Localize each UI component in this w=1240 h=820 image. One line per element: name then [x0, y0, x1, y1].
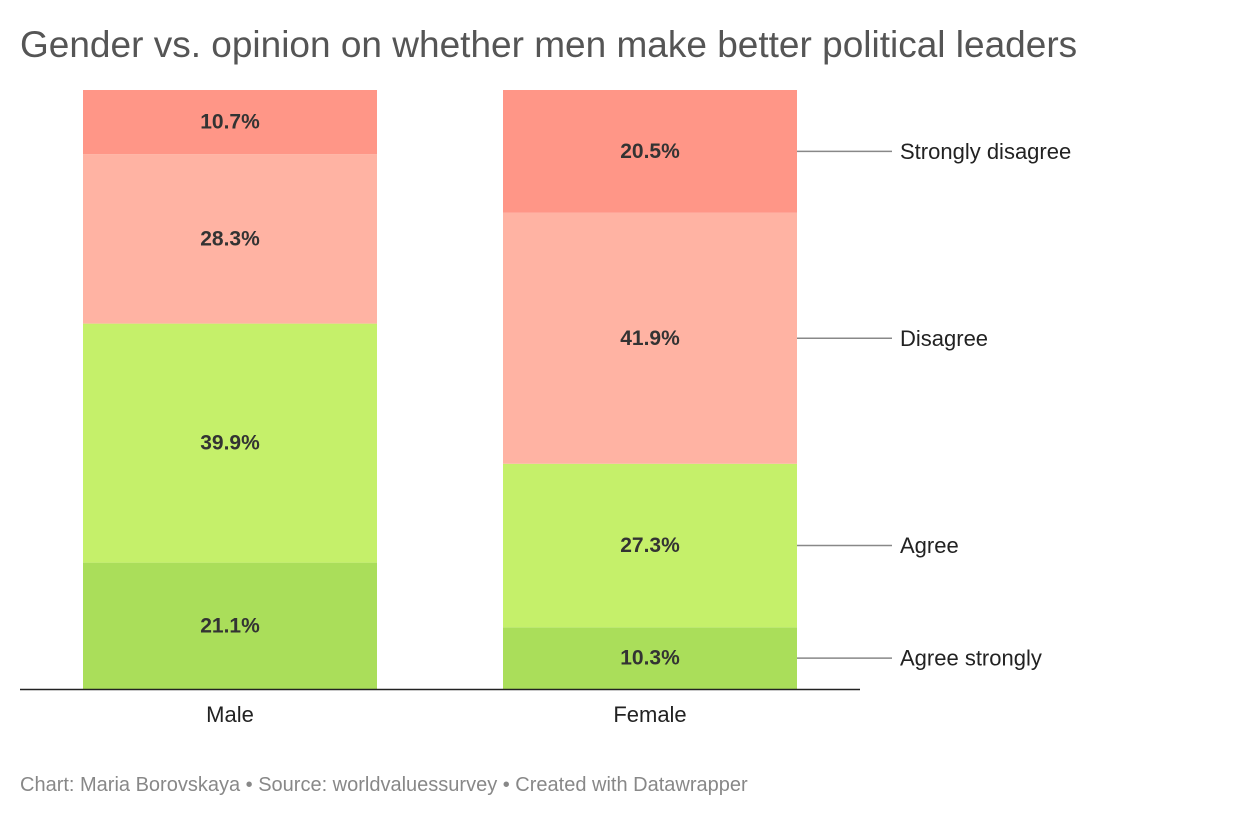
bar-female-agree — [503, 463, 797, 628]
data-label-male-disagree: 28.3% — [200, 227, 260, 250]
x-tick-label-male: Male — [206, 702, 254, 727]
legend-label-agree: Agree — [900, 533, 959, 558]
legend-label-disagree: Disagree — [900, 326, 988, 351]
bar-female-agree-strongly — [503, 627, 797, 689]
bar-male-agree — [83, 323, 377, 563]
data-label-female-disagree: 41.9% — [620, 327, 680, 350]
chart-title: Gender vs. opinion on whether men make b… — [20, 24, 1078, 65]
bar-male-strongly-disagree — [83, 90, 377, 155]
bar-female-disagree — [503, 212, 797, 464]
data-label-male-strongly-disagree: 10.7% — [200, 111, 260, 134]
legend-label-agree-strongly: Agree strongly — [900, 646, 1042, 671]
data-label-male-agree: 39.9% — [200, 432, 260, 455]
chart-credit: Chart: Maria Borovskaya • Source: worldv… — [20, 774, 748, 796]
data-label-female-agree-strongly: 10.3% — [620, 647, 680, 670]
bar-female-strongly-disagree — [503, 90, 797, 213]
x-tick-label-female: Female — [613, 702, 686, 727]
stacked-bar-chart: 21.1% 39.9% 28.3% 10.7% 10.3% 27.3% 41.9% 20.5%… — [20, 90, 1071, 727]
data-label-female-agree: 27.3% — [620, 534, 680, 557]
data-label-female-strongly-disagree: 20.5% — [620, 140, 680, 163]
bar-male-disagree — [83, 154, 377, 324]
legend-label-strongly-disagree: Strongly disagree — [900, 139, 1071, 164]
bar-male-agree-strongly — [83, 562, 377, 689]
data-label-male-agree-strongly: 21.1% — [200, 614, 260, 637]
